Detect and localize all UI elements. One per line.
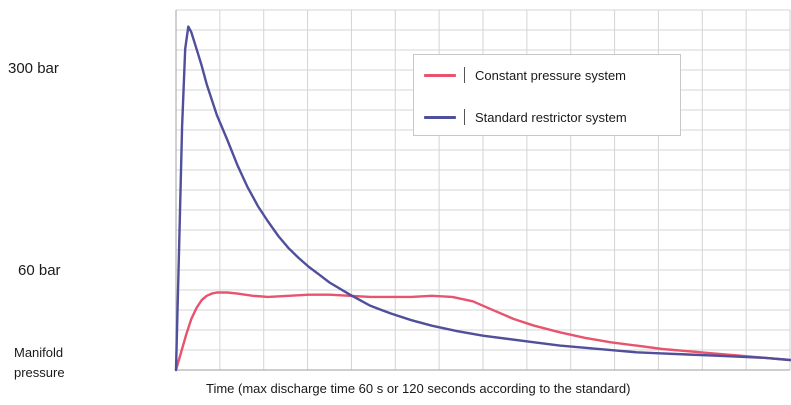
axes xyxy=(175,10,790,371)
legend-item-standard-restrictor: Standard restrictor system xyxy=(424,107,627,127)
legend-label-standard-restrictor: Standard restrictor system xyxy=(475,109,627,125)
series-line-constant-pressure xyxy=(174,291,791,372)
y-tick-label-60: 60 bar xyxy=(18,262,61,279)
y-tick-label-300: 300 bar xyxy=(8,60,59,77)
legend-separator xyxy=(464,67,465,83)
legend-separator xyxy=(464,109,465,125)
x-axis-label: Time (max discharge time 60 s or 120 sec… xyxy=(206,381,631,396)
y-axis-label: Manifold pressure xyxy=(14,345,65,380)
legend: Constant pressure system Standard restri… xyxy=(413,54,681,136)
series-group xyxy=(174,25,791,372)
legend-swatch-standard-restrictor xyxy=(424,115,456,119)
legend-swatch-constant-pressure xyxy=(424,73,456,77)
legend-item-constant-pressure: Constant pressure system xyxy=(424,65,626,85)
legend-label-constant-pressure: Constant pressure system xyxy=(475,67,627,83)
series-line-standard-restrictor xyxy=(174,25,791,372)
